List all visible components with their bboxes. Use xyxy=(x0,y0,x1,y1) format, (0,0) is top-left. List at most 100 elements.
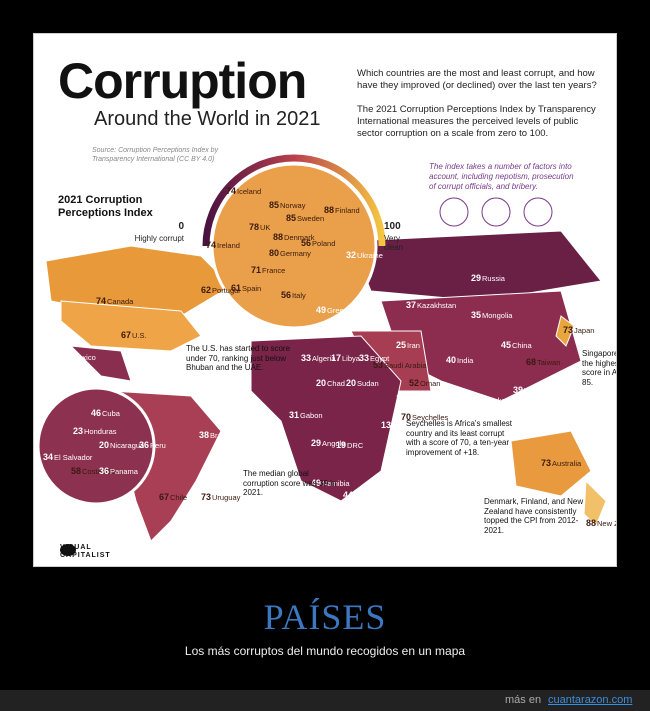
country-score: 26 xyxy=(393,458,404,468)
country-label: 25Iran xyxy=(396,341,420,350)
country-label: 80Germany xyxy=(269,249,311,258)
country-name: Mongolia xyxy=(482,311,513,320)
country-name: Iceland xyxy=(237,187,262,196)
footer: más en cuantarazon.com xyxy=(0,690,650,711)
country-score: 32 xyxy=(346,250,357,260)
country-score: 35 xyxy=(471,310,482,320)
country-score: 85 xyxy=(269,200,280,210)
country-name: Italy xyxy=(292,291,306,300)
country-score: 49 xyxy=(311,478,322,488)
country-name: El Salvador xyxy=(54,453,93,462)
country-score: 80 xyxy=(269,248,280,258)
country-name: Cuba xyxy=(102,409,120,418)
infographic: Corruption Around the World in 2021 Sour… xyxy=(33,33,617,567)
country-score: 25 xyxy=(396,340,407,350)
logo-mark xyxy=(60,544,76,556)
country-name: Australia xyxy=(552,459,582,468)
country-label: 67Chile xyxy=(159,493,187,502)
country-label: 39Guyana xyxy=(199,395,236,404)
country-label: 38Indonesia xyxy=(561,409,605,418)
country-score: 67 xyxy=(121,330,132,340)
country-name: Denmark xyxy=(284,233,315,242)
country-score: 33 xyxy=(359,353,370,363)
country-score: 73 xyxy=(201,492,212,502)
country-score: 88 xyxy=(324,205,335,215)
country-name: Argentina xyxy=(210,523,243,532)
icon-bribery xyxy=(523,197,553,227)
new-zealand-shape xyxy=(583,479,607,527)
country-name: Panama xyxy=(110,467,138,476)
legend-title: 2021 Corruption Perceptions Index xyxy=(58,194,153,219)
country-label: 19DRC xyxy=(336,441,363,450)
country-score: 31 xyxy=(61,352,72,362)
australia-shape xyxy=(510,430,592,497)
country-score: 88 xyxy=(273,232,284,242)
country-score: 33 xyxy=(301,353,312,363)
country-name: Norway xyxy=(280,201,306,210)
country-score: 19 xyxy=(336,440,347,450)
country-label: 44South Africa xyxy=(343,491,394,500)
country-score: 71 xyxy=(251,265,262,275)
country-name: Egypt xyxy=(370,354,390,363)
country-score: 73 xyxy=(563,325,574,335)
post-title: PAÍSES xyxy=(263,597,387,637)
country-score: 56 xyxy=(281,290,292,300)
country-label: 23Honduras xyxy=(73,427,117,436)
footer-link[interactable]: cuantarazon.com xyxy=(548,694,633,706)
country-name: South Africa xyxy=(354,491,395,500)
country-name: Taiwan xyxy=(537,358,561,367)
country-label: 68Taiwan xyxy=(526,358,560,367)
country-label: 61Spain xyxy=(231,284,261,293)
country-score: 38 xyxy=(199,522,210,532)
country-name: China xyxy=(512,341,532,350)
country-name: Germany xyxy=(280,249,311,258)
country-label: 14Venezuela xyxy=(169,387,215,396)
country-name: Spain xyxy=(242,284,262,293)
country-name: Sweden xyxy=(297,214,325,223)
mexico-shape xyxy=(69,345,132,382)
country-label: 56Italy xyxy=(281,291,306,300)
country-score: 14 xyxy=(169,386,180,396)
country-name: Algeria xyxy=(312,354,336,363)
country-name: Finland xyxy=(335,206,360,215)
country-score: 67 xyxy=(159,492,170,502)
country-score: 62 xyxy=(201,285,212,295)
country-label: 38Argentina xyxy=(199,523,242,532)
country-score: 78 xyxy=(249,222,260,232)
country-label: 17Libya xyxy=(331,354,360,363)
country-score: 68 xyxy=(526,357,537,367)
country-label: 73Australia xyxy=(541,459,581,468)
country-label: 85Sweden xyxy=(286,214,324,223)
country-score: 17 xyxy=(331,353,342,363)
country-name: Guyana xyxy=(210,395,237,404)
country-name: Sri Lanka xyxy=(474,396,506,405)
country-name: France xyxy=(262,266,286,275)
country-label: 49Namibia xyxy=(311,479,350,488)
country-label: 38Brazil xyxy=(199,431,229,440)
annotation: Denmark, Finland, and New Zealand have c… xyxy=(484,497,584,535)
country-label: 70Seychelles xyxy=(401,413,448,422)
country-name: U.S. xyxy=(132,331,147,340)
country-name: Gabon xyxy=(300,411,323,420)
us-shape xyxy=(60,300,202,352)
country-label: 78UK xyxy=(249,223,270,232)
country-label: 56Poland xyxy=(301,239,335,248)
country-label: 74Iceland xyxy=(226,187,261,196)
country-score: 74 xyxy=(96,296,107,306)
country-score: 74 xyxy=(206,240,217,250)
annotation: The median global corruption score was 3… xyxy=(243,469,337,497)
country-label: 20Chad xyxy=(316,379,345,388)
country-label: 33Algeria xyxy=(301,354,335,363)
country-name: Kazakhstan xyxy=(417,301,457,310)
country-label: 73Japan xyxy=(563,326,594,335)
country-label: 37Kazakhstan xyxy=(406,301,456,310)
country-label: 29Russia xyxy=(471,274,505,283)
country-name: Chile xyxy=(170,493,188,502)
country-score: 29 xyxy=(311,438,322,448)
country-name: Madagascar xyxy=(404,459,446,468)
country-label: 20Nicaragua xyxy=(99,441,144,450)
country-score: 31 xyxy=(289,410,300,420)
country-label: 71France xyxy=(251,266,285,275)
country-score: 39 xyxy=(513,385,524,395)
